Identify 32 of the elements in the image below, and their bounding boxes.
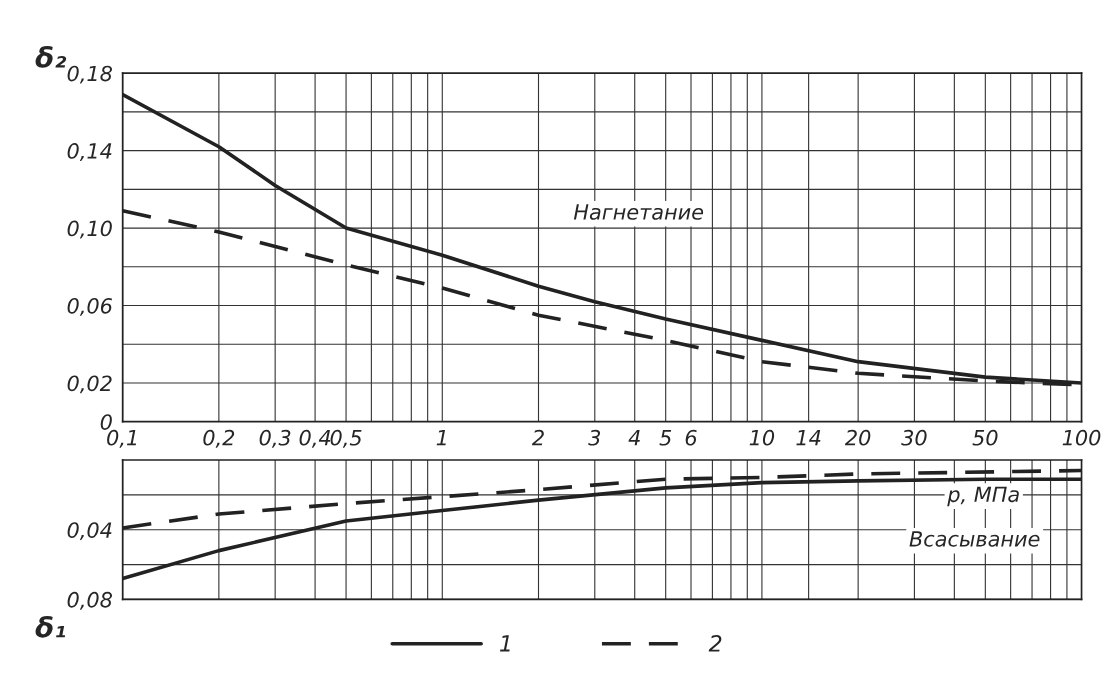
x-tick-label: 0,1 bbox=[107, 429, 137, 448]
x-tick-label: 20 bbox=[844, 429, 871, 446]
y-tick-label: 0,18 bbox=[67, 65, 113, 84]
x-tick-label: 1 bbox=[436, 430, 446, 446]
annotation: Всасывание bbox=[909, 531, 1040, 547]
x-tick-label: 4 bbox=[628, 430, 640, 446]
y-tick-label: 0,02 bbox=[67, 375, 112, 394]
x-tick-label: 0,3 bbox=[259, 429, 291, 448]
x-tick-label: 3 bbox=[588, 429, 601, 446]
y-tick-label: 0,08 bbox=[67, 591, 113, 610]
legend-label: 1 bbox=[500, 635, 510, 652]
x-tick-label: 50 bbox=[972, 429, 998, 446]
x-tick-label: 6 bbox=[685, 429, 697, 446]
annotation: Нагнетание bbox=[573, 204, 704, 220]
x-tick-label: 5 bbox=[659, 430, 672, 446]
x-tick-label: 0,4 bbox=[299, 429, 331, 448]
x-tick-label: 30 bbox=[901, 429, 927, 446]
y-tick-label: 0,06 bbox=[67, 297, 112, 316]
x-axis-title: p, МПа bbox=[947, 486, 1019, 507]
y-axis-title: δ₂ bbox=[35, 46, 67, 68]
x-tick-label: 0,2 bbox=[203, 429, 235, 448]
x-tick-label: 14 bbox=[796, 430, 821, 446]
y-tick-label: 0,10 bbox=[67, 220, 112, 239]
legend-label: 2 bbox=[708, 634, 722, 652]
y-tick-label: 0 bbox=[100, 414, 112, 430]
x-tick-label: 100 bbox=[1062, 429, 1101, 446]
y-tick-label: 0,04 bbox=[67, 522, 112, 541]
x-tick-label: 10 bbox=[749, 429, 775, 446]
x-tick-label: 2 bbox=[531, 429, 544, 446]
y-tick-label: 0,14 bbox=[67, 143, 112, 161]
y-axis-title: δ₁ bbox=[35, 615, 66, 638]
x-tick-label: 0,5 bbox=[330, 429, 362, 448]
